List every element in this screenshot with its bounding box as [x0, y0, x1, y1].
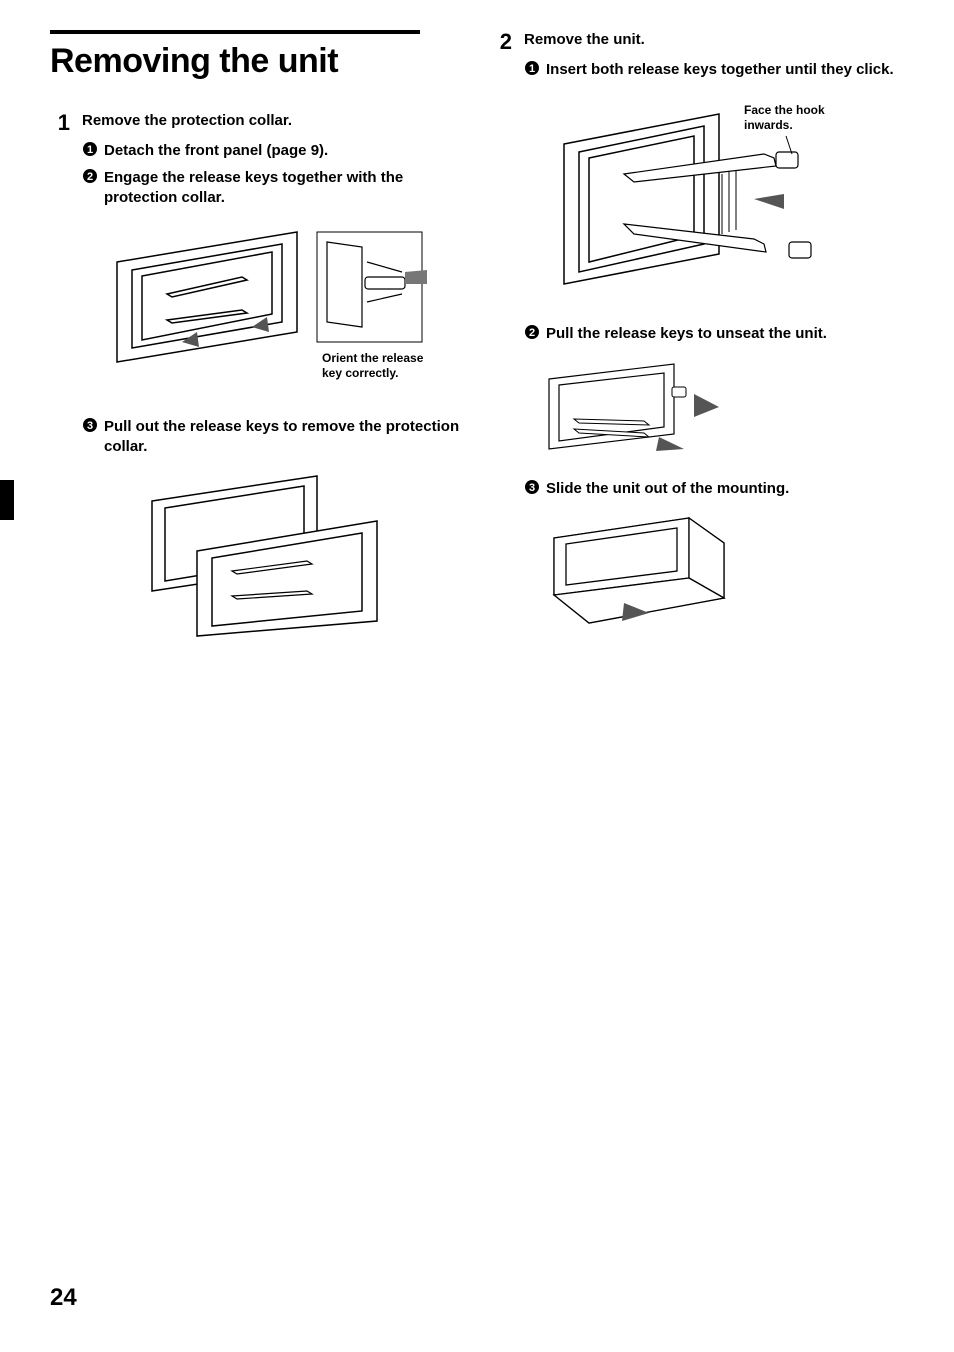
fig-caption: Orient the release	[322, 351, 424, 365]
left-column: Removing the unit 1 Remove the protectio…	[50, 30, 462, 671]
figure-2-3	[524, 513, 904, 633]
figure-2-2	[524, 359, 904, 459]
svg-text:3: 3	[87, 420, 93, 432]
step-body: Remove the protection collar. 1 Detach t…	[82, 111, 462, 661]
substep-text: Pull out the release keys to remove the …	[104, 417, 462, 456]
substep-text: Detach the front panel (page 9).	[104, 141, 462, 161]
substep-2-1: 1 Insert both release keys together unti…	[524, 60, 904, 80]
substep-1-2: 2 Engage the release keys together with …	[82, 168, 462, 207]
substep-text: Engage the release keys together with th…	[104, 168, 462, 207]
substep-text: Pull the release keys to unseat the unit…	[546, 324, 904, 344]
step-title: Remove the protection collar.	[82, 111, 462, 131]
page-title: Removing the unit	[50, 42, 462, 81]
circled-1-icon: 1	[524, 60, 540, 80]
figure-1-2: Orient the release key correctly.	[82, 222, 462, 397]
title-rule	[50, 30, 420, 34]
substep-1-3: 3 Pull out the release keys to remove th…	[82, 417, 462, 456]
figure-2-1: Face the hook inwards.	[524, 94, 904, 304]
page-number: 24	[50, 1284, 77, 1312]
step-1: 1 Remove the protection collar. 1 Detach…	[50, 111, 462, 661]
figure-1-3	[82, 471, 462, 641]
svg-text:Face the hook: Face the hook	[744, 103, 825, 117]
step-2: 2 Remove the unit. 1 Insert both release…	[492, 30, 904, 653]
circled-3-icon: 3	[82, 417, 98, 456]
svg-text:inwards.: inwards.	[744, 118, 793, 132]
circled-1-icon: 1	[82, 141, 98, 161]
page-content: Removing the unit 1 Remove the protectio…	[0, 0, 954, 701]
side-tab	[0, 480, 14, 520]
step-number: 1	[50, 111, 70, 661]
substep-1-1: 1 Detach the front panel (page 9).	[82, 141, 462, 161]
substep-text: Insert both release keys together until …	[546, 60, 904, 80]
circled-3-icon: 3	[524, 479, 540, 499]
svg-text:key correctly.: key correctly.	[322, 366, 399, 380]
step-title: Remove the unit.	[524, 30, 904, 50]
step-number: 2	[492, 30, 512, 653]
svg-text:2: 2	[529, 327, 535, 339]
svg-text:3: 3	[529, 482, 535, 494]
svg-text:2: 2	[87, 171, 93, 183]
svg-text:1: 1	[529, 63, 535, 75]
circled-2-icon: 2	[524, 324, 540, 344]
right-column: 2 Remove the unit. 1 Insert both release…	[492, 30, 904, 671]
substep-2-3: 3 Slide the unit out of the mounting.	[524, 479, 904, 499]
substep-2-2: 2 Pull the release keys to unseat the un…	[524, 324, 904, 344]
svg-text:1: 1	[87, 144, 93, 156]
step-body: Remove the unit. 1 Insert both release k…	[524, 30, 904, 653]
substep-text: Slide the unit out of the mounting.	[546, 479, 904, 499]
circled-2-icon: 2	[82, 168, 98, 207]
